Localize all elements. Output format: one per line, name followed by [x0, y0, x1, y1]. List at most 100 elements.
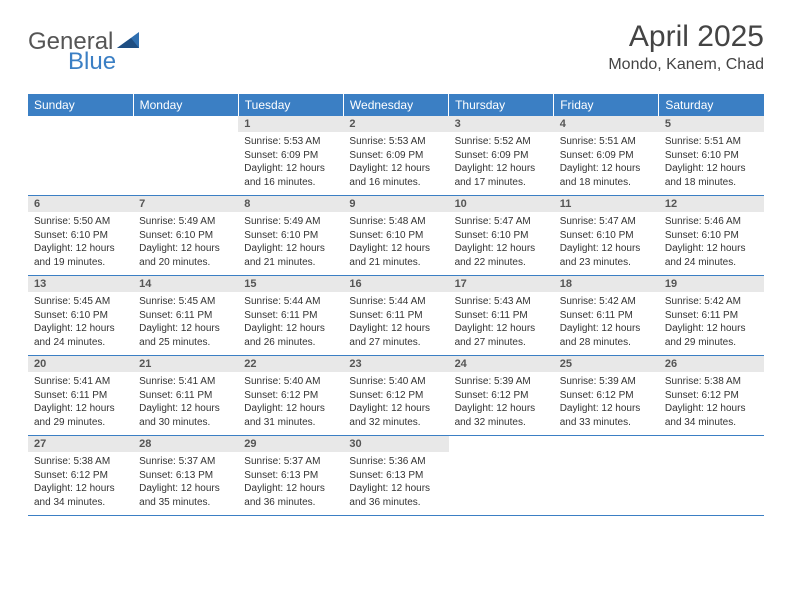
day-info: Sunrise: 5:39 AMSunset: 6:12 PMDaylight:…	[554, 372, 659, 435]
day-info: Sunrise: 5:37 AMSunset: 6:13 PMDaylight:…	[133, 452, 238, 515]
sunrise: Sunrise: 5:51 AM	[560, 135, 653, 149]
calendar-cell: .	[28, 116, 133, 196]
daylight: Daylight: 12 hours and 29 minutes.	[665, 322, 758, 349]
daylight: Daylight: 12 hours and 31 minutes.	[244, 402, 337, 429]
calendar-cell: 19Sunrise: 5:42 AMSunset: 6:11 PMDayligh…	[659, 276, 764, 356]
sunrise: Sunrise: 5:36 AM	[349, 455, 442, 469]
day-number: 4	[554, 116, 659, 132]
daylight: Daylight: 12 hours and 18 minutes.	[560, 162, 653, 189]
sunrise: Sunrise: 5:42 AM	[665, 295, 758, 309]
calendar-cell: 26Sunrise: 5:38 AMSunset: 6:12 PMDayligh…	[659, 356, 764, 436]
day-number: 1	[238, 116, 343, 132]
day-number: 19	[659, 276, 764, 292]
day-number: 10	[449, 196, 554, 212]
daylight: Daylight: 12 hours and 29 minutes.	[34, 402, 127, 429]
calendar-cell: 10Sunrise: 5:47 AMSunset: 6:10 PMDayligh…	[449, 196, 554, 276]
sunset: Sunset: 6:10 PM	[34, 309, 127, 323]
sunrise: Sunrise: 5:39 AM	[560, 375, 653, 389]
sunset: Sunset: 6:12 PM	[665, 389, 758, 403]
daylight: Daylight: 12 hours and 24 minutes.	[665, 242, 758, 269]
title-block: April 2025 Mondo, Kanem, Chad	[608, 20, 764, 74]
sunset: Sunset: 6:10 PM	[139, 229, 232, 243]
day-number: 28	[133, 436, 238, 452]
day-number: 11	[554, 196, 659, 212]
sunset: Sunset: 6:11 PM	[244, 309, 337, 323]
weekday-header: Tuesday	[238, 94, 343, 116]
day-info: Sunrise: 5:48 AMSunset: 6:10 PMDaylight:…	[343, 212, 448, 275]
location: Mondo, Kanem, Chad	[608, 56, 764, 74]
day-number: 3	[449, 116, 554, 132]
calendar-cell: 23Sunrise: 5:40 AMSunset: 6:12 PMDayligh…	[343, 356, 448, 436]
day-number: 22	[238, 356, 343, 372]
day-number: 5	[659, 116, 764, 132]
weekday-header: Friday	[554, 94, 659, 116]
calendar-cell: 11Sunrise: 5:47 AMSunset: 6:10 PMDayligh…	[554, 196, 659, 276]
sunset: Sunset: 6:11 PM	[139, 309, 232, 323]
sunset: Sunset: 6:13 PM	[349, 469, 442, 483]
calendar-week: 27Sunrise: 5:38 AMSunset: 6:12 PMDayligh…	[28, 436, 764, 516]
calendar-cell: 14Sunrise: 5:45 AMSunset: 6:11 PMDayligh…	[133, 276, 238, 356]
calendar-body: ..1Sunrise: 5:53 AMSunset: 6:09 PMDaylig…	[28, 116, 764, 516]
sunrise: Sunrise: 5:50 AM	[34, 215, 127, 229]
daylight: Daylight: 12 hours and 16 minutes.	[349, 162, 442, 189]
day-number: 26	[659, 356, 764, 372]
day-info: Sunrise: 5:49 AMSunset: 6:10 PMDaylight:…	[133, 212, 238, 275]
daylight: Daylight: 12 hours and 19 minutes.	[34, 242, 127, 269]
sunset: Sunset: 6:09 PM	[244, 149, 337, 163]
sunrise: Sunrise: 5:40 AM	[244, 375, 337, 389]
daylight: Daylight: 12 hours and 18 minutes.	[665, 162, 758, 189]
sunrise: Sunrise: 5:45 AM	[139, 295, 232, 309]
daylight: Daylight: 12 hours and 35 minutes.	[139, 482, 232, 509]
sunrise: Sunrise: 5:38 AM	[665, 375, 758, 389]
weekday-header: Thursday	[449, 94, 554, 116]
sunset: Sunset: 6:10 PM	[560, 229, 653, 243]
calendar-cell: 30Sunrise: 5:36 AMSunset: 6:13 PMDayligh…	[343, 436, 448, 516]
calendar-week: 6Sunrise: 5:50 AMSunset: 6:10 PMDaylight…	[28, 196, 764, 276]
sunset: Sunset: 6:10 PM	[455, 229, 548, 243]
day-info: Sunrise: 5:41 AMSunset: 6:11 PMDaylight:…	[133, 372, 238, 435]
sunrise: Sunrise: 5:48 AM	[349, 215, 442, 229]
day-number: 13	[28, 276, 133, 292]
sunset: Sunset: 6:09 PM	[349, 149, 442, 163]
daylight: Daylight: 12 hours and 17 minutes.	[455, 162, 548, 189]
calendar-cell: 29Sunrise: 5:37 AMSunset: 6:13 PMDayligh…	[238, 436, 343, 516]
sunrise: Sunrise: 5:53 AM	[244, 135, 337, 149]
sunrise: Sunrise: 5:37 AM	[139, 455, 232, 469]
sunrise: Sunrise: 5:39 AM	[455, 375, 548, 389]
day-info: Sunrise: 5:38 AMSunset: 6:12 PMDaylight:…	[28, 452, 133, 515]
sunset: Sunset: 6:12 PM	[244, 389, 337, 403]
sunset: Sunset: 6:10 PM	[665, 229, 758, 243]
daylight: Daylight: 12 hours and 16 minutes.	[244, 162, 337, 189]
day-info: Sunrise: 5:42 AMSunset: 6:11 PMDaylight:…	[659, 292, 764, 355]
calendar-cell: 21Sunrise: 5:41 AMSunset: 6:11 PMDayligh…	[133, 356, 238, 436]
daylight: Daylight: 12 hours and 23 minutes.	[560, 242, 653, 269]
sunrise: Sunrise: 5:47 AM	[560, 215, 653, 229]
day-info: Sunrise: 5:51 AMSunset: 6:10 PMDaylight:…	[659, 132, 764, 195]
sunset: Sunset: 6:11 PM	[34, 389, 127, 403]
day-number: 16	[343, 276, 448, 292]
weekday-header: Wednesday	[343, 94, 448, 116]
day-info: Sunrise: 5:53 AMSunset: 6:09 PMDaylight:…	[343, 132, 448, 195]
sunrise: Sunrise: 5:43 AM	[455, 295, 548, 309]
day-info: Sunrise: 5:47 AMSunset: 6:10 PMDaylight:…	[554, 212, 659, 275]
sunset: Sunset: 6:10 PM	[665, 149, 758, 163]
sunset: Sunset: 6:11 PM	[560, 309, 653, 323]
day-info: Sunrise: 5:51 AMSunset: 6:09 PMDaylight:…	[554, 132, 659, 195]
daylight: Daylight: 12 hours and 36 minutes.	[244, 482, 337, 509]
daylight: Daylight: 12 hours and 22 minutes.	[455, 242, 548, 269]
weekday-header: Sunday	[28, 94, 133, 116]
calendar-cell: 8Sunrise: 5:49 AMSunset: 6:10 PMDaylight…	[238, 196, 343, 276]
calendar-cell: 27Sunrise: 5:38 AMSunset: 6:12 PMDayligh…	[28, 436, 133, 516]
day-info: Sunrise: 5:36 AMSunset: 6:13 PMDaylight:…	[343, 452, 448, 515]
sunset: Sunset: 6:09 PM	[560, 149, 653, 163]
calendar-cell: 18Sunrise: 5:42 AMSunset: 6:11 PMDayligh…	[554, 276, 659, 356]
calendar-cell: 15Sunrise: 5:44 AMSunset: 6:11 PMDayligh…	[238, 276, 343, 356]
sunset: Sunset: 6:12 PM	[349, 389, 442, 403]
daylight: Daylight: 12 hours and 36 minutes.	[349, 482, 442, 509]
day-number: 21	[133, 356, 238, 372]
daylight: Daylight: 12 hours and 28 minutes.	[560, 322, 653, 349]
calendar-cell: .	[659, 436, 764, 516]
calendar-cell: 16Sunrise: 5:44 AMSunset: 6:11 PMDayligh…	[343, 276, 448, 356]
day-number: 7	[133, 196, 238, 212]
sunset: Sunset: 6:11 PM	[349, 309, 442, 323]
